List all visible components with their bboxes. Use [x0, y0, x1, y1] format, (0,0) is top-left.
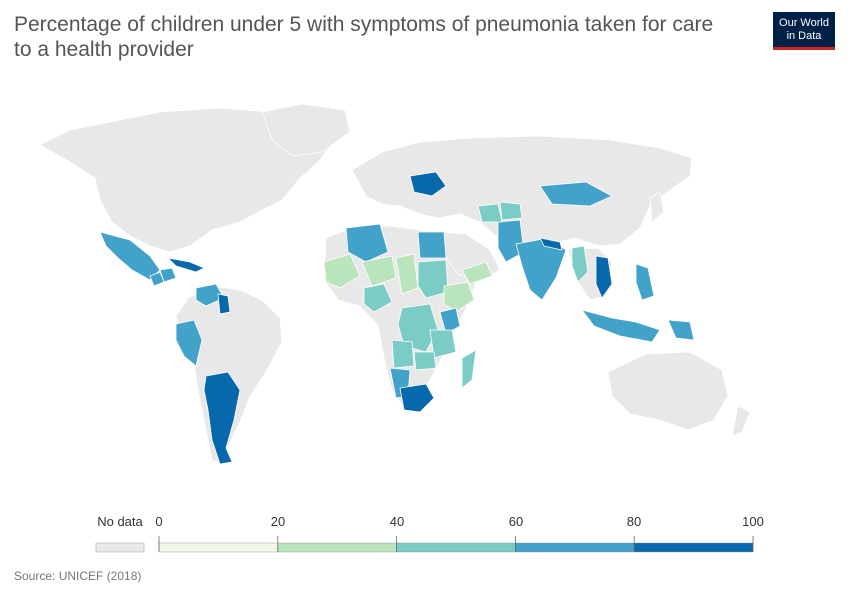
- country-kenya[interactable]: Kenya: [439, 307, 461, 335]
- country-mongolia[interactable]: Mongolia: [539, 181, 613, 207]
- owid-logo[interactable]: Our World in Data: [773, 12, 835, 50]
- land-eurasia: [351, 135, 693, 253]
- legend-bin-40-60: [396, 542, 516, 553]
- chart-title: Percentage of children under 5 with symp…: [14, 13, 714, 61]
- legend-tick-100: 100: [742, 514, 764, 529]
- country-turkmenistan[interactable]: Turkmenistan: [477, 203, 503, 223]
- country-guyana[interactable]: Guyana: [217, 293, 231, 315]
- legend-tick-20: 20: [270, 514, 286, 529]
- country-cuba[interactable]: Cuba: [166, 257, 205, 273]
- land-australia: [607, 351, 729, 431]
- country-vietnam[interactable]: Vietnam: [595, 255, 613, 299]
- country-yemen[interactable]: Yemen: [461, 261, 493, 285]
- country-argentina[interactable]: Argentina: [203, 371, 241, 465]
- country-pakistan[interactable]: Pakistan: [497, 219, 525, 263]
- legend-no-data-label: No data: [97, 514, 143, 529]
- country-indonesia[interactable]: Indonesia: [580, 309, 661, 343]
- logo-line-1: Our World: [779, 17, 829, 29]
- country-honduras[interactable]: Honduras: [159, 267, 177, 283]
- country-zambia[interactable]: Zambia: [413, 351, 437, 371]
- legend-bin-80-100: [634, 542, 754, 553]
- country-niger[interactable]: Niger: [361, 255, 397, 287]
- country-peru[interactable]: Peru: [175, 319, 203, 367]
- country-algeria[interactable]: Algeria: [345, 223, 389, 263]
- country-egypt[interactable]: Egypt: [417, 231, 447, 259]
- legend-tick-40: 40: [389, 514, 405, 529]
- country-ukraine[interactable]: Ukraine: [409, 171, 447, 197]
- country-nepal[interactable]: Nepal: [539, 237, 563, 251]
- country-myanmar[interactable]: Myanmar: [571, 245, 589, 283]
- land-greenland: [261, 103, 351, 157]
- country-shapes: MexicoCubaGuatemalaHondurasVenezuelaGuya…: [99, 171, 695, 465]
- legend-color-bins: [158, 536, 754, 553]
- country-chad[interactable]: Chad: [395, 253, 419, 295]
- country-mexico[interactable]: Mexico: [99, 231, 161, 281]
- legend-tick-80: 80: [626, 514, 642, 529]
- country-ethiopia[interactable]: Ethiopia: [443, 281, 475, 313]
- land-north-america: [39, 107, 336, 253]
- country-nigeria[interactable]: Nigeria: [363, 283, 393, 313]
- country-sudan[interactable]: Sudan: [417, 259, 449, 299]
- country-mali[interactable]: Mali: [323, 253, 361, 289]
- legend: [95, 536, 754, 553]
- legend-tick-60: 60: [508, 514, 524, 529]
- country-angola[interactable]: Angola: [391, 339, 415, 369]
- country-madagascar[interactable]: Madagascar: [461, 349, 477, 389]
- country-south-africa[interactable]: South Africa: [399, 383, 435, 413]
- legend-no-data-swatch: [95, 542, 145, 553]
- source-note: Source: UNICEF (2018): [14, 569, 142, 583]
- legend-bin-60-80: [515, 542, 635, 553]
- country-papua-new-guinea[interactable]: Papua New Guinea: [667, 319, 695, 341]
- country-tanzania[interactable]: Tanzania: [429, 329, 457, 359]
- country-uzbekistan[interactable]: Uzbekistan: [499, 201, 523, 221]
- country-philippines[interactable]: Philippines: [635, 263, 655, 301]
- legend-bin-0-20: [158, 542, 279, 553]
- legend-tick-0: 0: [155, 514, 163, 529]
- land-new-zealand: [731, 405, 751, 437]
- country-venezuela[interactable]: Venezuela: [195, 283, 225, 307]
- land-japan: [649, 191, 665, 223]
- legend-bin-20-40: [277, 542, 397, 553]
- logo-line-2: in Data: [786, 30, 822, 42]
